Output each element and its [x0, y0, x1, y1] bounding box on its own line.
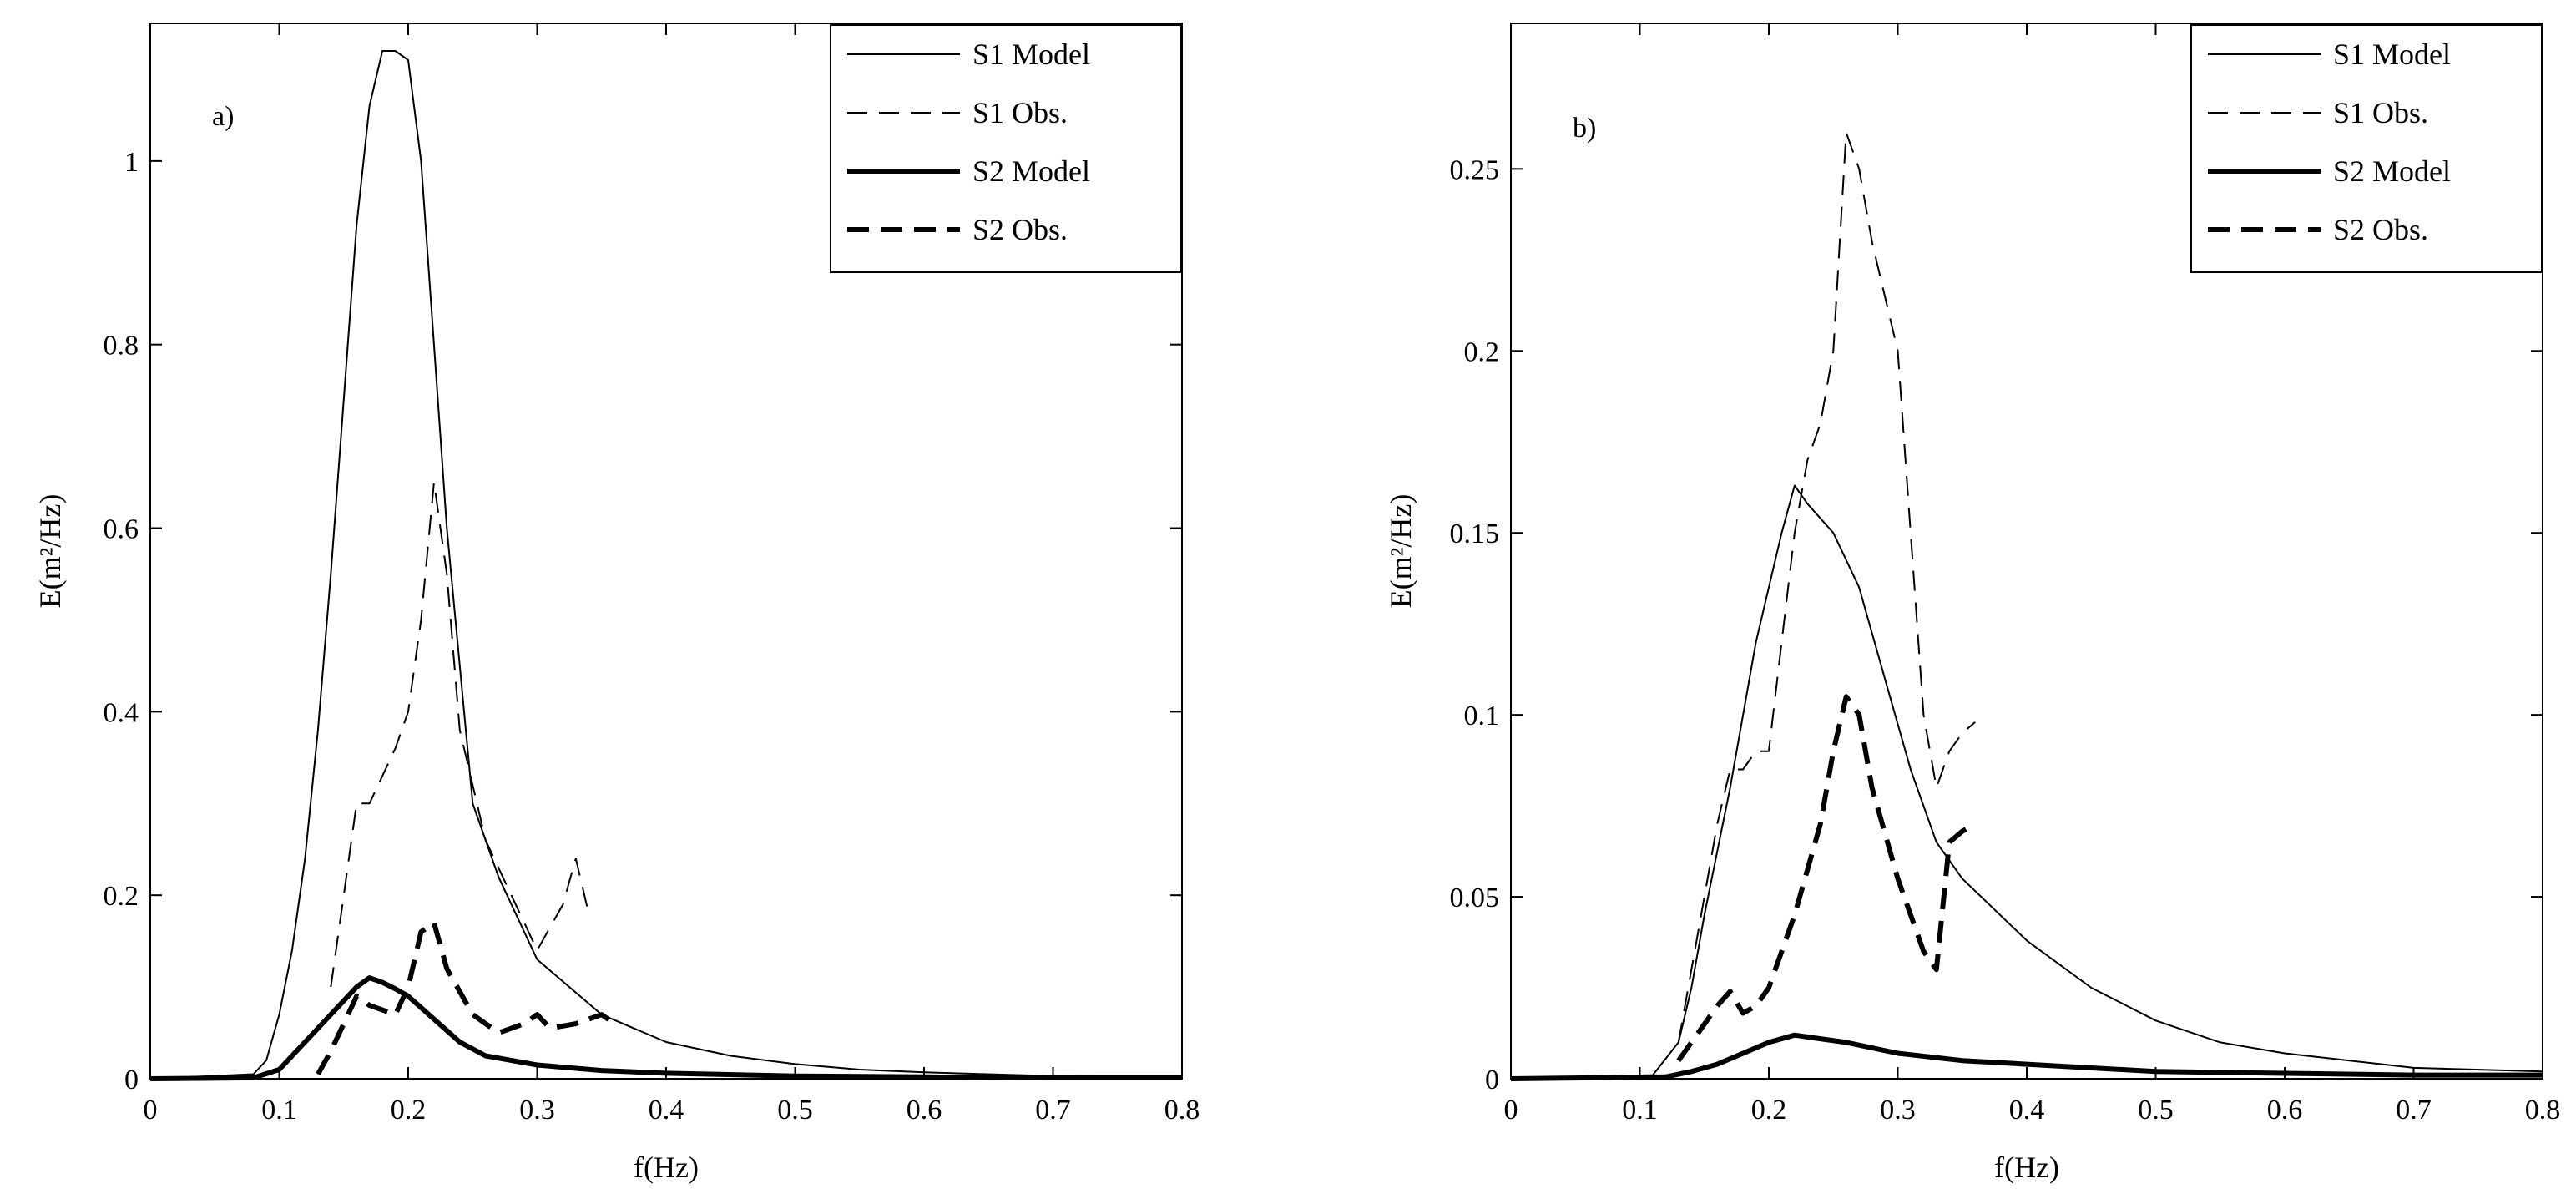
y-tick-label: 0.2	[104, 881, 139, 912]
panel-label-a: a)	[212, 101, 234, 132]
x-tick-label: 0.6	[907, 1095, 942, 1126]
x-tick-label: 0.4	[649, 1095, 684, 1126]
y-tick-label: 0.8	[104, 331, 139, 362]
y-tick-label: 0.4	[104, 697, 139, 728]
y-tick-label: 0.1	[1464, 701, 1500, 731]
legend-label-4: S2 Obs.	[972, 213, 1068, 246]
y-tick-label: 0	[124, 1065, 139, 1095]
legend-label-2: S1 Obs.	[2333, 96, 2428, 129]
x-tick-label: 0.6	[2267, 1095, 2303, 1126]
ticks-layer-b: 0 0.1 0.2 0.3 0.4 0.5 0.6 0.7 0.8 0 0.05 0.1 0.15 0.2…	[1450, 23, 2561, 1126]
y-tick-label: 1	[124, 147, 139, 178]
y-axis-label-b: E(m²/Hz)	[1384, 494, 1417, 609]
series-line-2	[1677, 131, 1976, 1043]
legend-label-1: S1 Model	[972, 38, 1090, 71]
x-tick-label: 0.1	[261, 1095, 297, 1126]
x-tick-label: 0.4	[2009, 1095, 2045, 1126]
y-tick-label: 0.15	[1450, 519, 1500, 549]
x-tick-label: 0	[144, 1095, 158, 1126]
x-tick-label: 0.2	[391, 1095, 427, 1126]
series-layer-a	[149, 50, 1183, 1081]
legend-label-2: S1 Obs.	[972, 96, 1068, 129]
x-tick-label: 0.8	[1164, 1095, 1200, 1126]
x-tick-label: 0.7	[2396, 1095, 2432, 1126]
x-tick-label: 0.3	[519, 1095, 555, 1126]
x-tick-label: 0.1	[1622, 1095, 1658, 1126]
series-line-1	[149, 50, 1183, 1080]
legend-b: S1 Model S1 Obs. S2 Model S2 Obs.	[2190, 24, 2543, 273]
x-axis-label-a: f(Hz)	[634, 1151, 699, 1184]
y-tick-label: 0.25	[1450, 154, 1500, 185]
x-tick-label: 0	[1504, 1095, 1518, 1126]
y-tick-label: 0.2	[1464, 336, 1500, 367]
x-tick-label: 0.5	[777, 1095, 813, 1126]
x-tick-label: 0.2	[1751, 1095, 1787, 1126]
panel-b: 0 0.1 0.2 0.3 0.4 0.5 0.6 0.7 0.8 0 0.05 0.1 0.15 0.2…	[1384, 23, 2560, 1184]
series-line-2	[330, 481, 590, 988]
x-axis-label-b: f(Hz)	[1994, 1151, 2059, 1184]
y-tick-label: 0	[1485, 1065, 1499, 1095]
legend-label-3: S2 Model	[972, 154, 1090, 188]
x-tick-label: 0.7	[1035, 1095, 1071, 1126]
ticks-layer-a: 0 0.1 0.2 0.3 0.4 0.5 0.6 0.7 0.8 0 0.2 0.4 0.6 0.8 1	[104, 23, 1200, 1126]
y-tick-label: 0.05	[1450, 883, 1500, 913]
series-line-4	[316, 920, 616, 1075]
series-line-3	[1510, 1032, 2543, 1081]
legend-a: S1 Model S1 Obs. S2 Model S2 Obs.	[830, 24, 1182, 273]
x-tick-label: 0.5	[2138, 1095, 2174, 1126]
x-tick-label: 0.3	[1880, 1095, 1916, 1126]
series-line-1	[1510, 484, 2543, 1080]
series-line-3	[149, 975, 1182, 1081]
legend-label-4: S2 Obs.	[2333, 213, 2428, 246]
legend-label-3: S2 Model	[2333, 154, 2451, 188]
x-tick-label: 0.8	[2525, 1095, 2561, 1126]
panel-label-b: b)	[1573, 113, 1596, 144]
y-tick-label: 0.6	[104, 514, 139, 545]
legend-label-1: S1 Model	[2333, 38, 2451, 71]
series-layer-b	[1510, 131, 2543, 1081]
y-axis-label-a: E(m²/Hz)	[33, 494, 67, 609]
panel-a: 0 0.1 0.2 0.3 0.4 0.5 0.6 0.7 0.800.20.40.60.81 …	[33, 23, 1200, 1184]
series-line-4	[1676, 694, 1977, 1062]
